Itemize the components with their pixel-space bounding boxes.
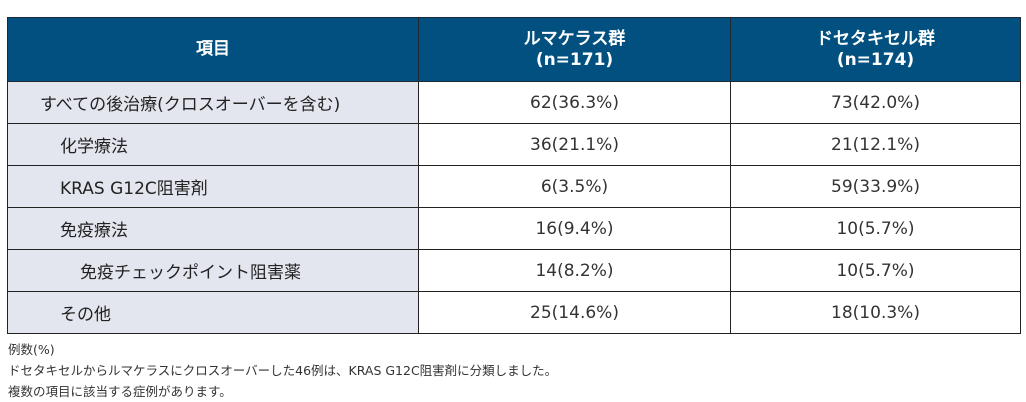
table-row: すべての後治療(クロスオーバーを含む) 62(36.3%) 73(42.0%) — [7, 81, 1021, 124]
docetaxel-value: 10(5.7%) — [730, 207, 1021, 250]
lumakras-value: 36(21.1%) — [418, 123, 731, 166]
lumakras-value: 25(14.6%) — [418, 291, 731, 334]
row-label: 化学療法 — [7, 123, 419, 166]
header-item: 項目 — [7, 17, 419, 82]
docetaxel-value: 21(12.1%) — [730, 123, 1021, 166]
row-label: 免疫チェックポイント阻害薬 — [7, 249, 419, 292]
row-label: すべての後治療(クロスオーバーを含む) — [7, 81, 419, 124]
header-lumakras-name: ルマケラス群 — [523, 28, 626, 49]
header-docetaxel-n: (n=174) — [836, 49, 915, 70]
footnote: 例数(%) — [8, 342, 55, 357]
table-row: その他 25(14.6%) 18(10.3%) — [7, 291, 1021, 334]
docetaxel-value: 18(10.3%) — [730, 291, 1021, 334]
row-label: KRAS G12C阻害剤 — [7, 165, 419, 208]
footnotes: 例数(%) ドセタキセルからルマケラスにクロスオーバーした46例は、KRAS G… — [8, 339, 557, 402]
table-row: 化学療法 36(21.1%) 21(12.1%) — [7, 123, 1021, 166]
row-label: 免疫療法 — [7, 207, 419, 250]
footnote: 複数の項目に該当する症例があります。 — [8, 384, 232, 399]
docetaxel-value: 73(42.0%) — [730, 81, 1021, 124]
footnote: ドセタキセルからルマケラスにクロスオーバーした46例は、KRAS G12C阻害剤… — [8, 363, 558, 378]
table-row: 免疫療法 16(9.4%) 10(5.7%) — [7, 207, 1021, 250]
header-lumakras-n: (n=171) — [535, 49, 614, 70]
docetaxel-value: 59(33.9%) — [730, 165, 1021, 208]
header-docetaxel-name: ドセタキセル群 — [816, 28, 935, 49]
subsequent-therapy-table: 項目 ルマケラス群 (n=171) ドセタキセル群 (n=174) すべての後治療(… — [7, 17, 1021, 334]
table-row: KRAS G12C阻害剤 6(3.5%) 59(33.9%) — [7, 165, 1021, 208]
table-row: 免疫チェックポイント阻害薬 14(8.2%) 10(5.7%) — [7, 249, 1021, 292]
header-docetaxel: ドセタキセル群 (n=174) — [730, 17, 1021, 82]
header-row: 項目 ルマケラス群 (n=171) ドセタキセル群 (n=174) — [7, 17, 1021, 82]
row-label: その他 — [7, 291, 419, 334]
header-lumakras: ルマケラス群 (n=171) — [418, 17, 731, 82]
lumakras-value: 62(36.3%) — [418, 81, 731, 124]
lumakras-value: 14(8.2%) — [418, 249, 731, 292]
docetaxel-value: 10(5.7%) — [730, 249, 1021, 292]
lumakras-value: 16(9.4%) — [418, 207, 731, 250]
lumakras-value: 6(3.5%) — [418, 165, 731, 208]
